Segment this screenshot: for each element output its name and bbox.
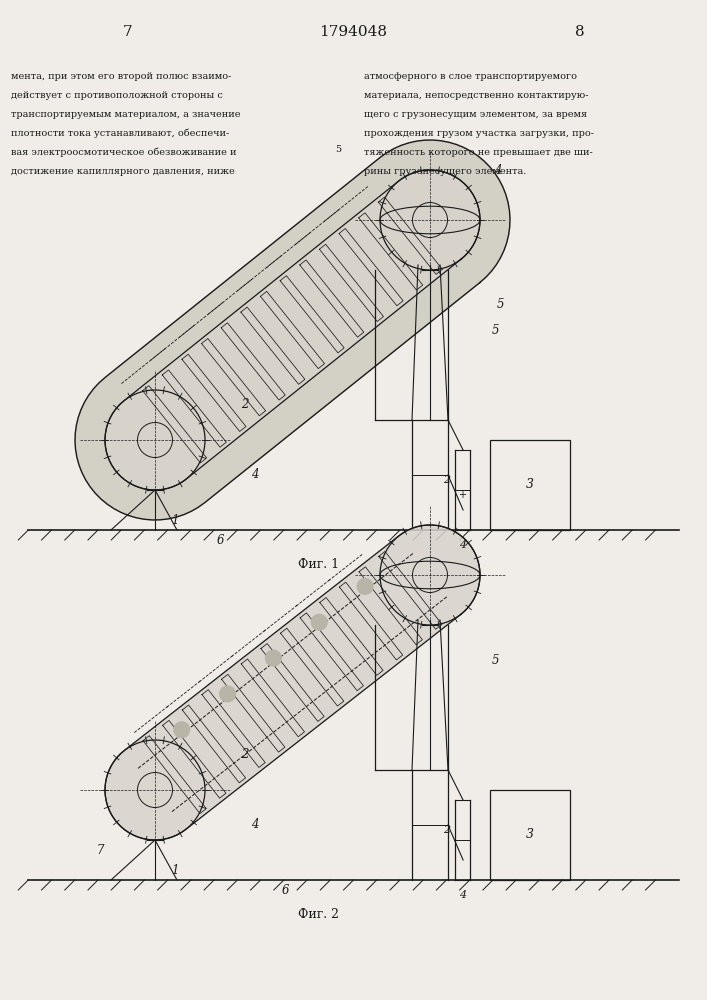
Text: мента, при этом его второй полюс взаимо-: мента, при этом его второй полюс взаимо- [11,72,231,81]
Text: 5: 5 [335,145,341,154]
Bar [490,790,570,880]
Text: 2: 2 [241,748,249,762]
Text: 2: 2 [443,475,450,485]
Circle shape [311,614,327,630]
Text: 8: 8 [575,25,585,39]
Text: 5: 5 [496,298,504,312]
Bar [490,440,570,530]
Text: тяженность которого не превышает две ши-: тяженность которого не превышает две ши- [364,148,593,157]
Text: прохождения грузом участка загрузки, про-: прохождения грузом участка загрузки, про… [364,129,594,138]
Text: Фиг. 1: Фиг. 1 [298,558,339,571]
Text: 6: 6 [281,884,288,896]
Polygon shape [105,170,480,490]
Text: 4: 4 [251,818,259,832]
Text: 1794048: 1794048 [320,25,387,39]
Text: щего с грузонесущим элементом, за время: щего с грузонесущим элементом, за время [364,110,588,119]
Text: 5: 5 [491,654,498,666]
Text: 4: 4 [459,540,466,550]
Text: 4: 4 [251,468,259,482]
Text: 3: 3 [526,479,534,491]
Text: действует с противоположной стороны с: действует с противоположной стороны с [11,91,223,100]
Text: вая электроосмотическое обезвоживание и: вая электроосмотическое обезвоживание и [11,148,236,157]
Text: рины грузонесущего элемента.: рины грузонесущего элемента. [364,167,527,176]
Circle shape [220,686,235,702]
Text: 5: 5 [491,324,498,336]
Polygon shape [105,525,480,840]
Text: 2: 2 [241,398,249,412]
Text: Фиг. 2: Фиг. 2 [298,908,339,921]
Polygon shape [75,140,510,520]
Text: 7: 7 [96,844,104,856]
Text: 4: 4 [494,163,502,176]
Text: 3: 3 [526,828,534,842]
Text: 4: 4 [459,890,466,900]
Text: плотности тока устанавливают, обеспечи-: плотности тока устанавливают, обеспечи- [11,129,229,138]
Text: 6: 6 [216,534,223,546]
Text: материала, непосредственно контактирую-: материала, непосредственно контактирую- [364,91,589,100]
Text: 1: 1 [171,863,179,876]
Text: достижение капиллярного давления, ниже: достижение капиллярного давления, ниже [11,167,234,176]
Text: 7: 7 [122,25,132,39]
Circle shape [265,650,281,666]
Text: транспортируемым материалом, а значение: транспортируемым материалом, а значение [11,110,240,119]
Text: атмосферного в слое транспортируемого: атмосферного в слое транспортируемого [364,72,577,81]
Text: 1: 1 [171,514,179,526]
Text: 2: 2 [443,825,450,835]
Circle shape [357,578,373,594]
Text: +: + [459,490,467,500]
Circle shape [174,722,189,738]
